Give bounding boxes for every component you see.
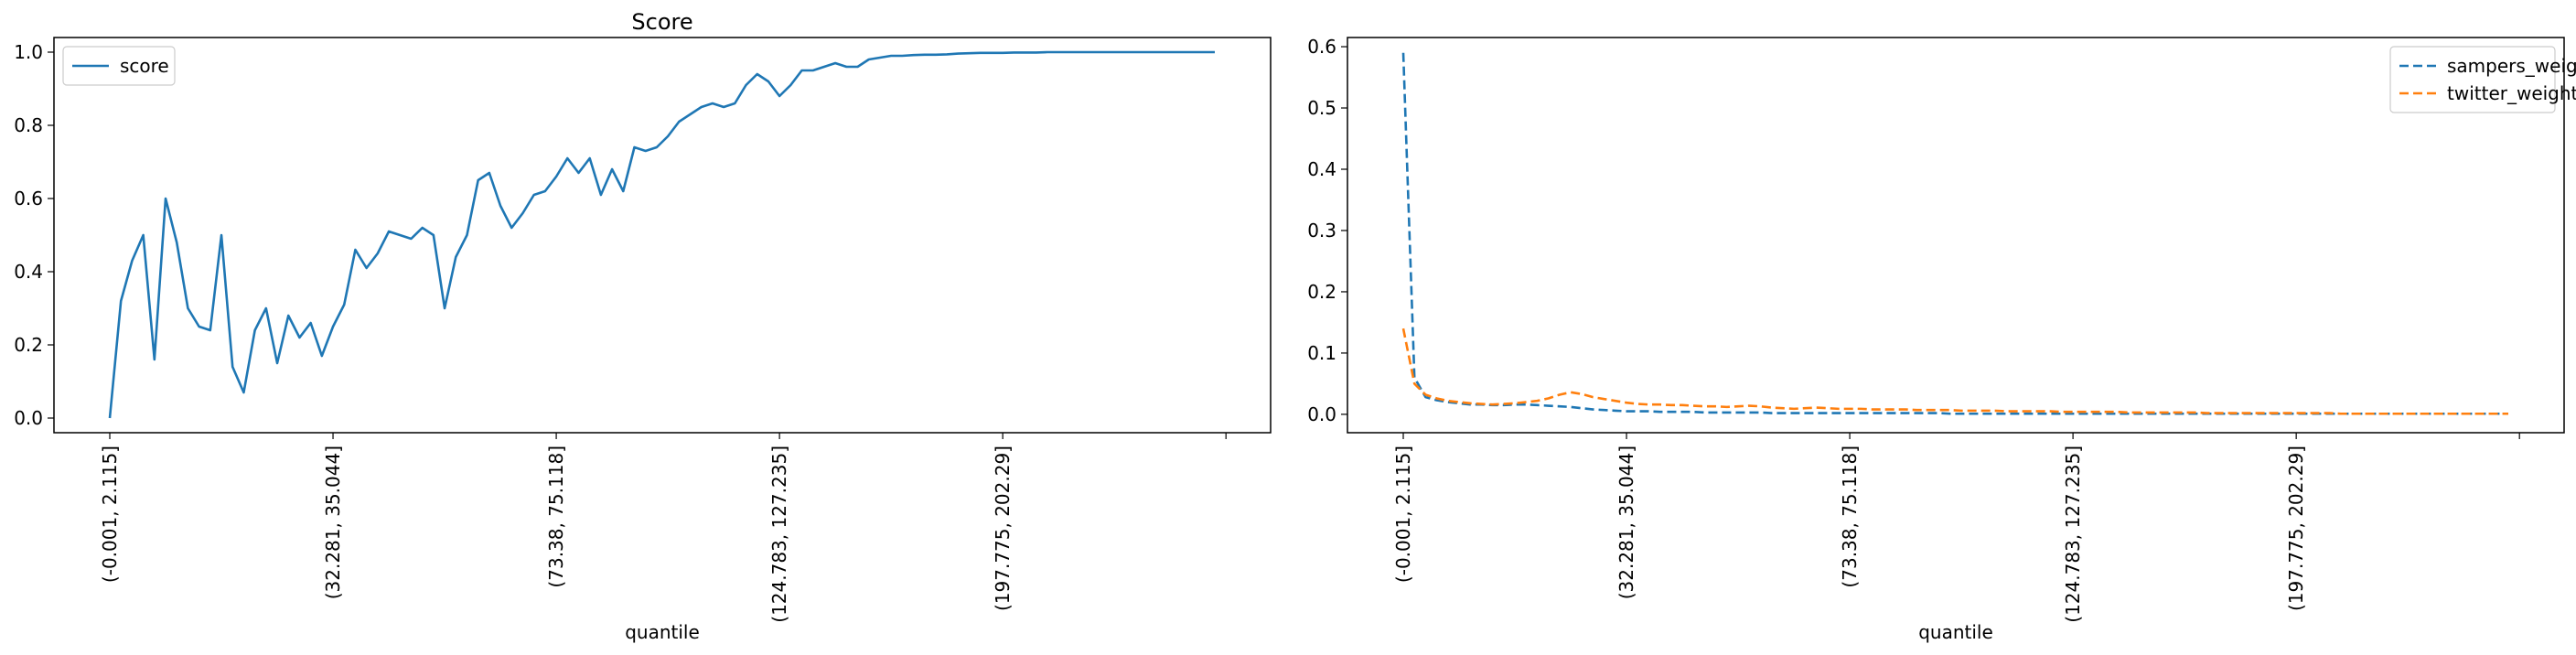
y-tick-label: 1.0 (14, 41, 43, 63)
series-line-score (108, 50, 1215, 419)
y-tick-label: 0.2 (1307, 281, 1336, 303)
y-tick-label: 0.6 (1307, 36, 1336, 58)
y-tick-label: 0.3 (1307, 220, 1336, 242)
y-tick-label: 0.0 (14, 407, 43, 429)
x-tick-label: (32.281, 35.044] (322, 446, 344, 599)
x-tick-label: (197.775, 202.29] (992, 446, 1014, 611)
legend-box (62, 46, 176, 86)
y-tick-label: 0.2 (14, 334, 43, 356)
score-chart: Score 0.0 0.2 0.4 0.6 0.8 1.0 (-0.001, 2.115] (… (14, 9, 1272, 643)
legend: score (62, 46, 176, 86)
x-tick-label: (-0.001, 2.115] (99, 446, 121, 583)
weights-chart: 0.0 0.1 0.2 0.3 0.4 0.5 0.6 (-0.001, 2.115] (32.… (1307, 36, 2576, 643)
y-tick-label: 0.8 (14, 114, 43, 136)
x-tick-label: (73.38, 75.118] (545, 446, 567, 588)
x-axis-label: quantile (1918, 621, 1993, 643)
legend: sampers_weight twitter_weight (2389, 46, 2576, 113)
legend-label: sampers_weight (2447, 55, 2576, 77)
x-tick-label: (197.775, 202.29] (2285, 446, 2307, 611)
tick-group: 0.0 0.1 0.2 0.3 0.4 0.5 0.6 (-0.001, 2.115] (32.… (1307, 36, 2520, 623)
axes-frame (53, 37, 1272, 434)
legend-box (2389, 46, 2556, 113)
x-tick-label: (124.783, 127.235] (2062, 446, 2084, 623)
x-tick-label: (124.783, 127.235] (768, 446, 790, 623)
legend-label: twitter_weight (2447, 82, 2576, 104)
y-tick-label: 0.0 (1307, 403, 1336, 425)
series-line-twitter_weight (1401, 328, 2508, 415)
y-tick-label: 0.5 (1307, 97, 1336, 119)
x-tick-label: (-0.001, 2.115] (1392, 446, 1414, 583)
axes-frame (1347, 37, 2565, 434)
chart-title: Score (631, 9, 692, 35)
series-line-sampers_weight (1401, 52, 2508, 415)
x-tick-label: (32.281, 35.044] (1615, 446, 1637, 599)
y-tick-label: 0.6 (14, 188, 43, 209)
x-tick-label: (73.38, 75.118] (1839, 446, 1861, 588)
y-tick-label: 0.1 (1307, 342, 1336, 364)
y-tick-label: 0.4 (14, 261, 43, 283)
plot-area (1401, 52, 2508, 415)
plot-area (108, 50, 1215, 419)
legend-label: score (120, 55, 169, 77)
tick-group: 0.0 0.2 0.4 0.6 0.8 1.0 (-0.001, 2.115] (32.281… (14, 41, 1227, 623)
x-axis-label: quantile (625, 621, 700, 643)
y-tick-label: 0.4 (1307, 158, 1336, 180)
